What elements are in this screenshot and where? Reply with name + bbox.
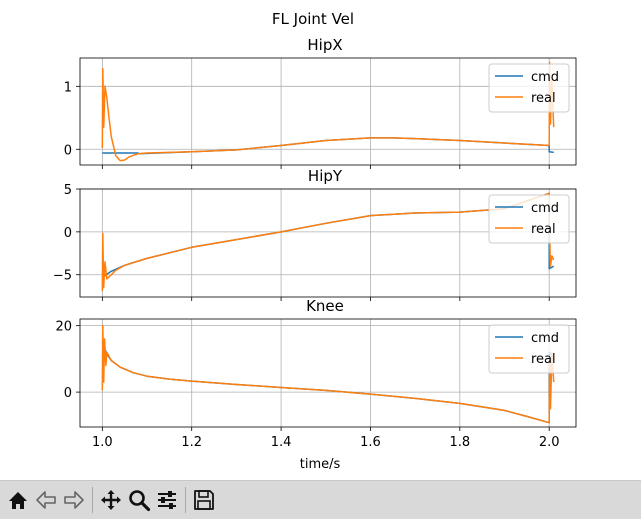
axes-frame — [79, 188, 577, 298]
series-line-real — [101, 324, 555, 424]
figure-title: FL Joint Vel — [272, 10, 354, 28]
x-axis-label: time/s — [300, 457, 341, 472]
axes-frame — [79, 57, 577, 166]
zoom-magnifier-icon — [129, 490, 151, 512]
y-tick-label: 0 — [64, 226, 72, 241]
y-tick-label: −5 — [53, 269, 72, 284]
legend-label-cmd: cmd — [531, 70, 559, 85]
forward-arrow-button[interactable] — [60, 485, 88, 515]
series-line-real — [101, 61, 555, 162]
legend: cmd real — [488, 63, 570, 113]
axes-frame — [79, 318, 577, 428]
series-group — [101, 61, 555, 162]
subplot-title: HipY — [308, 167, 343, 185]
x-tick-label: 1.8 — [449, 435, 470, 450]
toolbar-separator — [185, 487, 186, 513]
legend-label-cmd: cmd — [531, 331, 559, 346]
subplot-title: Knee — [306, 297, 344, 315]
x-tick-label: 1.2 — [181, 435, 202, 450]
pan-move-button[interactable] — [97, 485, 125, 515]
y-tick-label: 20 — [55, 320, 72, 335]
x-tick-label: 2.0 — [539, 435, 560, 450]
x-tick-label: 1.4 — [271, 435, 292, 450]
home-icon — [9, 492, 27, 509]
legend-label-real: real — [531, 91, 556, 106]
y-tick-label: 5 — [64, 183, 72, 198]
navigation-toolbar — [0, 480, 641, 519]
forward-arrow-icon — [64, 491, 84, 509]
configure-subplots-icon — [158, 491, 176, 509]
x-tick-label: 1.6 — [360, 435, 381, 450]
legend-label-cmd: cmd — [531, 201, 559, 216]
pan-move-icon — [101, 490, 121, 510]
legend-label-real: real — [531, 352, 556, 367]
x-tick-label: 1.0 — [92, 435, 113, 450]
configure-subplots-button[interactable] — [153, 485, 181, 515]
subplot-hipx: 0 1 HipX cmd real — [64, 36, 577, 169]
back-arrow-icon — [36, 491, 56, 509]
y-tick-label: 0 — [64, 143, 72, 158]
back-arrow-button[interactable] — [32, 485, 60, 515]
series-group — [101, 324, 555, 424]
legend: cmd real — [488, 194, 570, 244]
y-tick-label: 1 — [64, 80, 72, 95]
save-floppy-button[interactable] — [190, 485, 218, 515]
toolbar-separator — [92, 487, 93, 513]
legend: cmd real — [488, 324, 570, 374]
subplot-knee: 1.0 1.2 1.4 1.6 1.8 2.0 0 20 Knee time/s cmd real — [55, 297, 577, 472]
subplot-title: HipX — [307, 36, 342, 54]
figure-canvas: FL Joint Vel 0 1 HipX cmd real −5 0 5 HipY cmd rea… — [53, 10, 577, 472]
subplot-hipy: −5 0 5 HipY cmd real — [53, 167, 577, 301]
zoom-magnifier-button[interactable] — [125, 485, 153, 515]
save-floppy-icon — [194, 490, 214, 510]
home-button[interactable] — [4, 485, 32, 515]
y-tick-label: 0 — [64, 386, 72, 401]
legend-label-real: real — [531, 222, 556, 237]
